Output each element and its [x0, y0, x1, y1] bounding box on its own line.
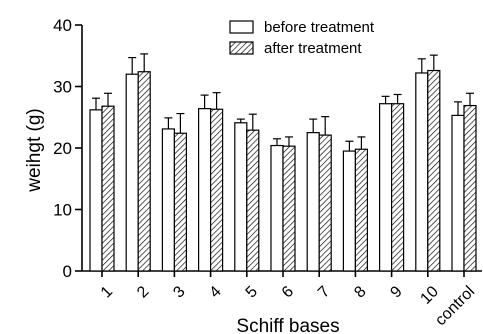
bar-before-6 [270, 144, 284, 272]
bar-after-3 [173, 132, 187, 272]
legend-label-after: after treatment [264, 40, 362, 57]
x-tick-label: 6 [279, 283, 297, 301]
y-tick-label: 40 [53, 16, 72, 35]
legend: before treatment after treatment [229, 19, 375, 57]
bar-after-8 [354, 148, 368, 272]
bar-after-1 [101, 105, 115, 272]
bar-before-10 [415, 72, 429, 272]
y-tick-label: 10 [53, 201, 72, 220]
x-tick-label: 3 [170, 283, 188, 301]
bar-after-6 [282, 145, 296, 272]
bar-before-1 [89, 109, 103, 272]
legend-swatch-before [229, 20, 254, 34]
x-axis-title: Schiff bases [236, 316, 339, 334]
y-tick-label: 0 [63, 262, 72, 281]
x-tick-label: 4 [206, 283, 224, 301]
bar-before-8 [342, 150, 356, 272]
x-tick-label: 2 [134, 283, 152, 301]
legend-label-before: before treatment [264, 19, 375, 36]
y-axis-title: weihgt (g) [24, 108, 45, 192]
y-tick-label: 30 [53, 78, 72, 97]
bar-after-4 [210, 108, 224, 272]
bar-before-3 [161, 128, 175, 272]
x-tick-label: 9 [387, 283, 405, 301]
x-tick-label: control [432, 283, 478, 329]
x-tick-label: 7 [315, 283, 333, 301]
bar-before-9 [379, 103, 393, 272]
x-tick-label: 1 [98, 283, 116, 301]
x-tick-label: 5 [243, 283, 261, 301]
bar-after-2 [137, 71, 151, 272]
bar-after-control [463, 104, 477, 272]
bar-before-4 [198, 108, 212, 272]
legend-swatch-after [229, 41, 254, 55]
y-ticks: 0 10 20 30 40 [53, 16, 82, 281]
bar-before-5 [234, 122, 248, 272]
x-tick-label: 10 [417, 283, 442, 308]
x-tick-label: 8 [351, 283, 369, 301]
bar-before-control [451, 114, 465, 272]
bar-before-7 [306, 132, 320, 272]
bar-after-9 [391, 103, 405, 272]
bars [89, 53, 477, 272]
bar-before-2 [125, 73, 139, 272]
y-tick-label: 20 [53, 139, 72, 158]
bar-after-7 [318, 134, 332, 272]
bar-after-5 [246, 129, 260, 272]
bar-after-10 [427, 69, 441, 272]
